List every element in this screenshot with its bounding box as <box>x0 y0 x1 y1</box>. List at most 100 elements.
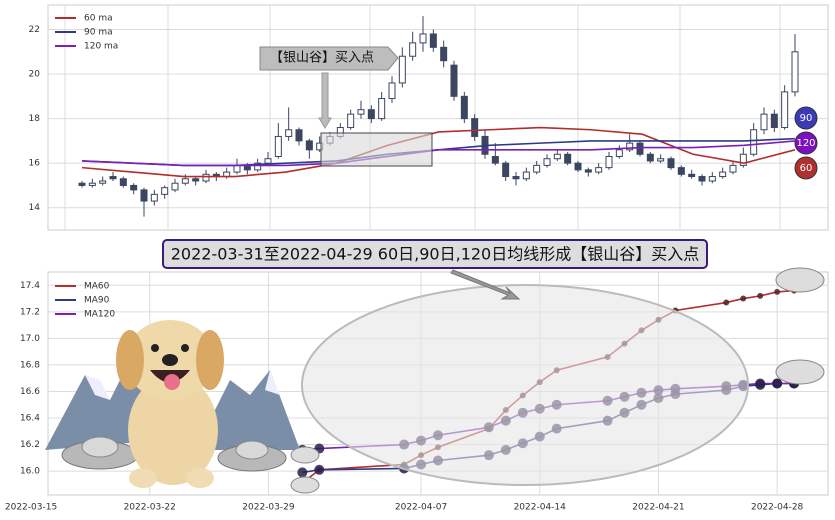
candle-body <box>543 158 551 166</box>
y-tick-label: 17.4 <box>20 281 40 291</box>
x-tick-label: 2022-03-15 <box>5 503 57 513</box>
y-tick-label: 14 <box>29 203 41 213</box>
candle-body <box>646 153 654 162</box>
y-tick-label: 20 <box>29 70 41 80</box>
dog-tongue <box>164 374 180 390</box>
candle-body <box>181 178 189 184</box>
candle-body <box>285 129 293 137</box>
y-tick-label: 17.0 <box>20 334 40 344</box>
candle-body <box>99 180 107 184</box>
candle-body <box>750 129 758 155</box>
ma-point <box>755 378 766 389</box>
candle-body <box>791 51 799 93</box>
arrow <box>450 269 521 300</box>
dog-eye <box>151 344 159 352</box>
candle-body <box>605 155 613 169</box>
candle-body <box>564 153 572 164</box>
candle-body <box>708 176 716 182</box>
cup <box>775 267 825 293</box>
candle-body <box>688 173 696 178</box>
highlight-ellipse <box>301 284 749 486</box>
candle-body <box>636 142 644 155</box>
x-tick-label: 2022-04-28 <box>751 503 804 513</box>
candle-body <box>719 171 727 178</box>
legend-label: MA90 <box>84 296 110 306</box>
end-label: 120 <box>796 138 815 149</box>
candle-body <box>88 182 96 186</box>
dog-paw <box>129 468 157 488</box>
legend-label: 90 ma <box>84 28 113 38</box>
candle-body <box>378 98 386 120</box>
ma-point <box>297 467 308 478</box>
candle-body <box>657 158 665 162</box>
cup <box>290 446 320 464</box>
candle-body <box>161 187 169 195</box>
dog-paw <box>186 468 214 488</box>
legend-label: 60 ma <box>84 14 113 24</box>
candle-body <box>367 109 375 120</box>
y-tick-label: 18 <box>29 114 41 124</box>
dog-eye <box>181 344 189 352</box>
chart-title: 2022-03-31至2022-04-29 60日,90日,120日均线形成【银… <box>171 245 700 264</box>
dog-nose <box>162 354 178 366</box>
candle-body <box>254 162 262 171</box>
candle-body <box>667 158 675 169</box>
ingot <box>81 436 119 458</box>
candle-body <box>698 176 706 182</box>
candle-body <box>171 182 179 191</box>
candle-body <box>760 113 768 131</box>
candle-body <box>398 55 406 84</box>
candle-body <box>584 169 592 173</box>
arrow-down <box>318 72 332 129</box>
ma-line <box>81 140 796 167</box>
candle-body <box>770 113 778 129</box>
annotation-box <box>259 46 399 71</box>
candle-body <box>471 118 479 137</box>
y-tick-label: 22 <box>29 25 40 35</box>
legend-label: 120 ma <box>84 42 118 52</box>
candle-body <box>574 162 582 171</box>
candle-body <box>677 167 685 175</box>
candle-body <box>357 109 365 115</box>
x-tick-label: 2022-04-07 <box>395 503 447 513</box>
ingot <box>235 440 269 460</box>
candle-body <box>109 176 117 180</box>
candle-body <box>729 164 737 173</box>
candle-body <box>533 164 541 173</box>
dog-body <box>128 375 218 485</box>
end-label-badge <box>794 131 818 155</box>
candle-body <box>491 155 499 164</box>
candle-body <box>347 113 355 129</box>
candle-body <box>512 176 520 180</box>
candle-body <box>522 171 530 180</box>
ma-point <box>314 464 325 475</box>
snow <box>265 370 280 395</box>
candle-body <box>615 149 623 157</box>
top-plot-frame <box>47 4 829 231</box>
candle-body <box>429 33 437 48</box>
y-tick-label: 17.2 <box>20 307 40 317</box>
ma-point <box>772 378 783 389</box>
candle-body <box>192 178 200 182</box>
ma-point <box>757 292 764 299</box>
candle-body <box>150 193 158 202</box>
candle-body <box>295 129 303 142</box>
end-label: 60 <box>800 163 813 174</box>
decoration: 【银山谷】买入点 <box>45 46 825 494</box>
ma-point <box>740 295 747 302</box>
x-tick-label: 2022-04-14 <box>514 503 567 513</box>
end-label-badge <box>794 156 818 180</box>
dog-ear <box>196 330 224 390</box>
snow <box>85 375 110 400</box>
y-tick-label: 16.6 <box>20 387 40 397</box>
legend-label: MA120 <box>84 310 115 320</box>
end-label-badge <box>794 106 818 130</box>
dog-ear <box>116 330 144 390</box>
candle-body <box>781 91 789 129</box>
candle-body <box>140 189 148 202</box>
y-tick-label: 16.2 <box>20 440 40 450</box>
y-tick-label: 16.8 <box>20 360 40 370</box>
ma-point <box>723 299 730 306</box>
